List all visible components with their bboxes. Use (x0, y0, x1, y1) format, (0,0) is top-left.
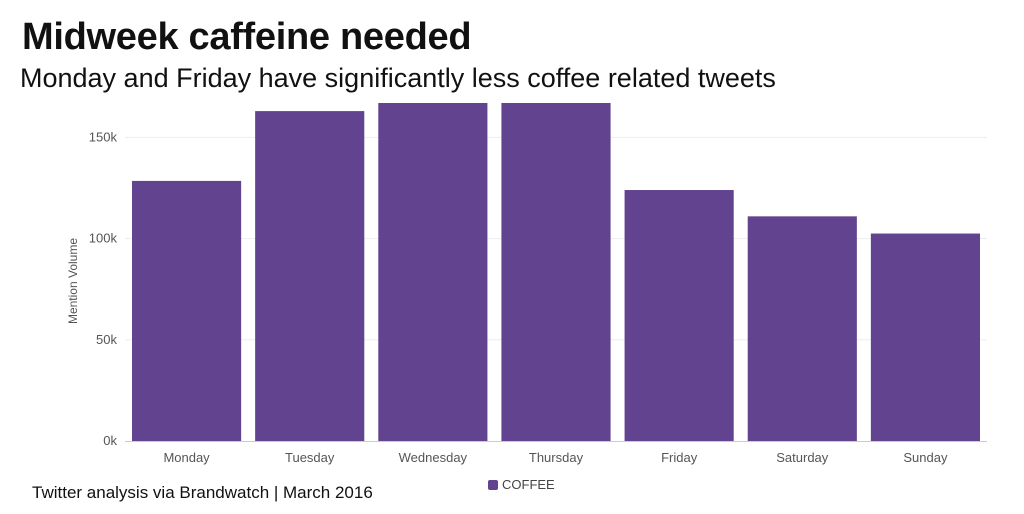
bar-wednesday[interactable] (378, 103, 488, 441)
bars (132, 103, 980, 441)
bar-thursday[interactable] (501, 103, 611, 441)
source-note: Twitter analysis via Brandwatch | March … (32, 483, 373, 502)
x-tick-label: Tuesday (285, 450, 335, 465)
y-tick-label: 50k (96, 332, 117, 347)
x-tick-label: Friday (661, 450, 698, 465)
legend-label-coffee: COFFEE (502, 477, 555, 492)
chart-subtitle: Monday and Friday have significantly les… (20, 63, 776, 93)
bar-saturday[interactable] (747, 216, 857, 441)
axes: 0k 50k 100k 150k Monday Tuesday Wednesday Thurs… (89, 129, 987, 465)
y-tick-label: 150k (89, 129, 118, 144)
bar-sunday[interactable] (870, 233, 980, 441)
y-tick-label: 0k (103, 433, 117, 448)
x-tick-label: Monday (163, 450, 210, 465)
bar-friday[interactable] (624, 190, 734, 441)
bar-tuesday[interactable] (255, 111, 365, 441)
legend[interactable]: COFFEE (488, 477, 555, 492)
y-tick-label: 100k (89, 231, 118, 246)
chart-title: Midweek caffeine needed (22, 16, 472, 58)
bar-monday[interactable] (132, 180, 242, 441)
y-axis-label: Mention Volume (66, 238, 80, 324)
x-tick-label: Saturday (776, 450, 829, 465)
legend-swatch-coffee (488, 479, 498, 490)
x-tick-label: Sunday (903, 450, 948, 465)
x-tick-label: Wednesday (399, 450, 468, 465)
x-tick-label: Thursday (529, 450, 584, 465)
